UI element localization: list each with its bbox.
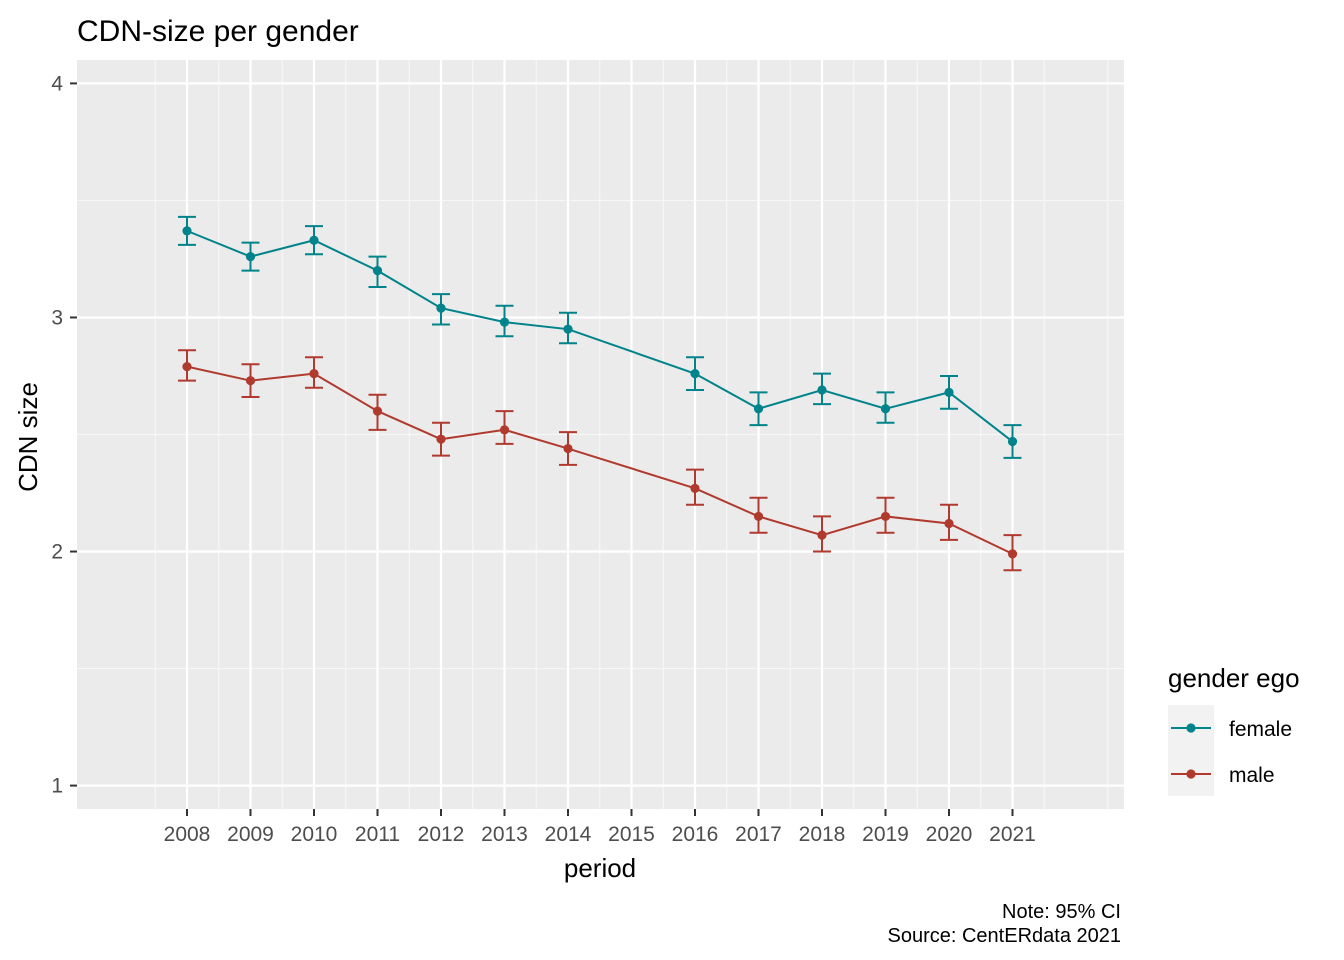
data-point-female-2012 (436, 303, 446, 313)
x-tick-label: 2015 (608, 823, 655, 846)
data-point-female-2010 (309, 235, 319, 245)
data-point-male-2009 (245, 376, 256, 386)
data-point-male-2017 (753, 511, 764, 522)
legend-label: female (1229, 718, 1292, 741)
data-point-male-2020 (944, 518, 954, 529)
data-point-female-2021 (1007, 436, 1018, 447)
data-point-female-2019 (880, 404, 891, 414)
data-point-male-2010 (309, 369, 319, 379)
legend-key-point (1186, 723, 1196, 733)
data-point-male-2016 (690, 483, 700, 493)
data-point-female-2020 (944, 387, 954, 397)
data-point-female-2017 (753, 404, 764, 414)
x-tick-label: 2013 (481, 823, 528, 846)
data-point-male-2008 (182, 362, 192, 372)
x-tick-label: 2018 (799, 823, 846, 846)
x-tick-label: 2017 (735, 823, 782, 846)
x-tick-label: 2016 (672, 823, 719, 846)
data-point-male-2018 (817, 530, 827, 540)
y-tick-label: 4 (51, 72, 63, 95)
y-tick-label: 2 (51, 541, 63, 564)
y-tick-label: 1 (51, 775, 63, 798)
data-point-female-2008 (182, 226, 192, 236)
data-point-female-2014 (563, 324, 573, 334)
x-tick-label: 2009 (227, 823, 274, 846)
legend-key-point (1186, 769, 1196, 779)
data-point-female-2016 (690, 369, 700, 379)
data-point-male-2011 (372, 406, 383, 416)
data-point-male-2012 (436, 434, 446, 444)
y-tick-label: 3 (51, 306, 63, 329)
y-axis-title: CDN size (13, 382, 43, 492)
caption-note: Note: 95% CI (1002, 901, 1121, 923)
data-point-male-2013 (499, 425, 510, 435)
legend-label: male (1229, 764, 1275, 787)
x-tick-label: 2021 (989, 823, 1036, 846)
x-tick-label: 2012 (418, 823, 465, 846)
x-tick-label: 2010 (291, 823, 338, 846)
x-tick-label: 2014 (545, 823, 592, 846)
data-point-female-2018 (817, 385, 827, 395)
x-tick-label: 2011 (355, 823, 400, 846)
x-axis-title: period (564, 853, 636, 883)
data-point-male-2021 (1007, 549, 1018, 559)
legend-key-background (1168, 705, 1214, 796)
series-layer (178, 215, 1022, 572)
data-point-male-2019 (880, 511, 891, 522)
data-point-female-2011 (372, 266, 383, 276)
caption-source: Source: CentERdata 2021 (888, 925, 1122, 947)
x-tick-label: 2008 (164, 823, 211, 846)
x-axis: 2008 2009 2010 2011 2012 2013 2014 2015 2016 2017… (164, 809, 1036, 846)
x-tick-label: 2019 (862, 823, 909, 846)
legend: gender ego female male (1168, 663, 1300, 796)
data-point-female-2013 (499, 317, 510, 327)
series-female (178, 215, 1022, 459)
chart-title: CDN-size per gender (77, 15, 359, 48)
legend-item-female: female (1171, 718, 1292, 741)
legend-title: gender ego (1168, 663, 1300, 693)
legend-item-male: male (1171, 764, 1275, 787)
x-tick-label: 2020 (926, 823, 973, 846)
data-point-male-2014 (563, 443, 573, 454)
data-point-female-2009 (245, 252, 256, 262)
series-male (178, 349, 1022, 572)
y-axis: 1 2 3 4 (51, 72, 77, 798)
